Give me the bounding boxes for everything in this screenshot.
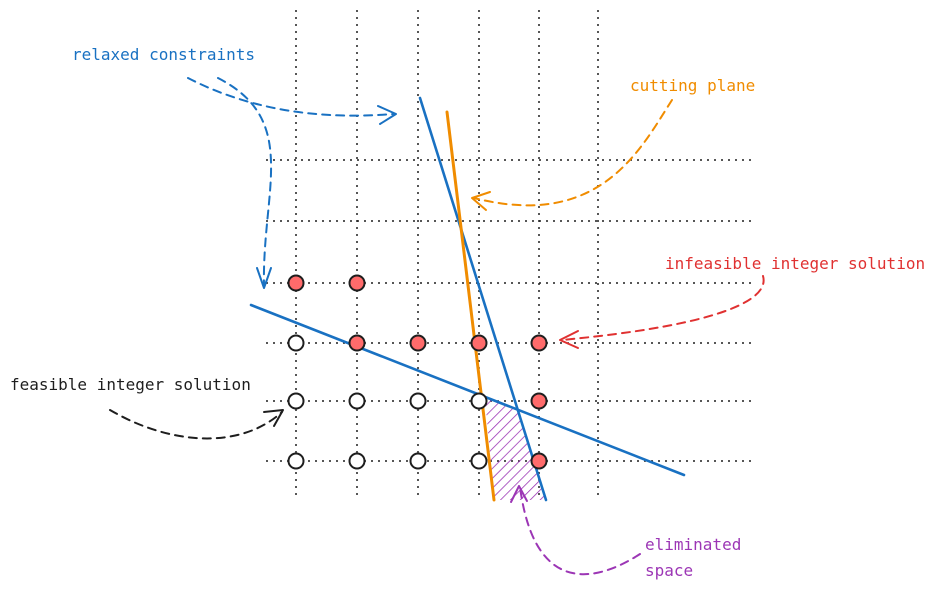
relaxed-constraint-line-steep <box>418 96 548 502</box>
feasible-integer-point <box>287 334 305 352</box>
feasible-integer-point <box>470 452 488 470</box>
feasible-integer-point <box>348 392 366 410</box>
integer-points <box>287 274 548 470</box>
eliminated-space-label-line2: space <box>645 561 694 580</box>
relaxed-constraints-label: relaxed constraints <box>72 45 256 64</box>
infeasible-integer-point <box>470 334 488 352</box>
infeasible-integer-point <box>409 334 427 352</box>
eliminated-space-arrow <box>519 486 641 576</box>
feasible-integer-point <box>348 452 366 470</box>
arrowhead-cutting-plane <box>471 191 491 211</box>
cutting-plane-label: cutting plane <box>630 76 756 95</box>
relaxed-constraints-arrow-right <box>187 77 394 117</box>
infeasible-integer-point <box>530 392 548 410</box>
feasible-integer-point <box>409 452 427 470</box>
infeasible-integer-solution-label: infeasible integer solution <box>665 254 925 273</box>
grid-vertical-lines <box>295 10 599 498</box>
cutting-plane-arrow <box>473 99 673 207</box>
arrowhead-feasible <box>263 409 284 427</box>
eliminated-space-region <box>485 397 546 500</box>
cutting-plane-line <box>445 110 496 502</box>
feasible-integer-point <box>409 392 427 410</box>
relaxed-constraint-line-shallow <box>249 303 686 477</box>
arrowhead-infeasible <box>559 330 579 349</box>
infeasible-integer-point <box>348 274 366 292</box>
arrowhead-relaxed-right <box>377 105 397 125</box>
infeasible-solution-arrow <box>561 275 765 341</box>
infeasible-integer-point <box>530 334 548 352</box>
relaxed-constraints-arrow-down <box>217 77 273 286</box>
arrowhead-relaxed-down <box>256 267 272 289</box>
arrowhead-eliminated <box>510 485 528 503</box>
infeasible-integer-point <box>348 334 366 352</box>
infeasible-integer-point <box>530 452 548 470</box>
feasible-integer-solution-label: feasible integer solution <box>10 375 251 394</box>
feasible-integer-point <box>287 392 305 410</box>
feasible-solution-arrow <box>109 409 283 440</box>
infeasible-integer-point <box>287 274 305 292</box>
feasible-integer-point <box>470 392 488 410</box>
eliminated-space-label-line1: eliminated <box>645 535 742 554</box>
feasible-integer-point <box>287 452 305 470</box>
